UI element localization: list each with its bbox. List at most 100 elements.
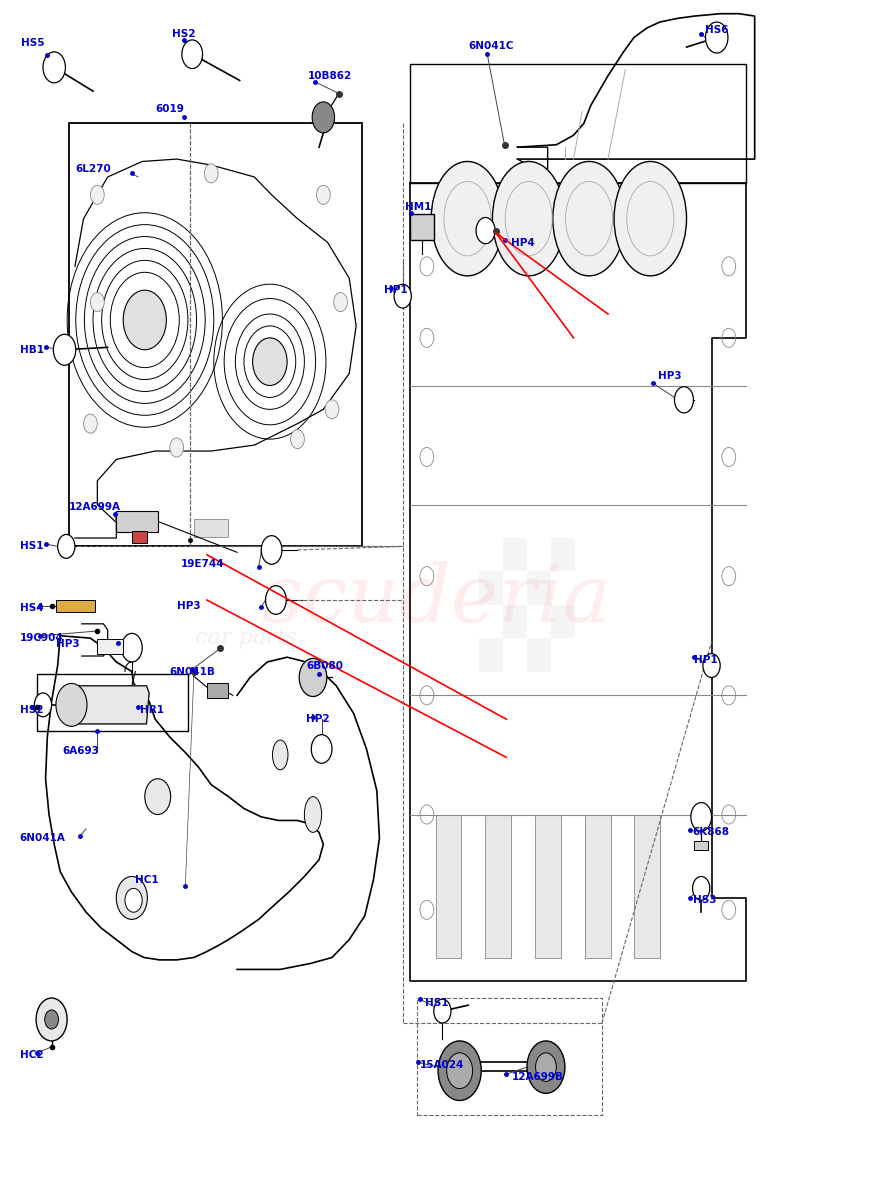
Text: HM1: HM1 [405, 202, 432, 211]
Circle shape [84, 414, 98, 433]
Text: HP1: HP1 [384, 286, 408, 295]
Text: HP3: HP3 [658, 371, 682, 380]
Text: car parts: car parts [195, 628, 297, 649]
Bar [69, 124, 362, 546]
Circle shape [34, 692, 51, 716]
Text: HC2: HC2 [20, 1050, 44, 1061]
Bar [117, 511, 158, 532]
Text: HP3: HP3 [56, 640, 79, 649]
Text: HP3: HP3 [177, 601, 200, 611]
Circle shape [691, 803, 712, 832]
Bar [527, 638, 551, 672]
Circle shape [476, 217, 495, 244]
Circle shape [182, 40, 203, 68]
Text: HS2: HS2 [172, 29, 196, 38]
Circle shape [325, 400, 339, 419]
Bar [98, 640, 123, 654]
Bar [527, 571, 551, 605]
Text: HS1: HS1 [425, 997, 449, 1008]
Text: HP4: HP4 [511, 238, 535, 247]
Text: HS4: HS4 [20, 604, 44, 613]
Circle shape [291, 430, 304, 449]
Bar [479, 638, 503, 672]
Bar [634, 815, 660, 958]
Circle shape [536, 1052, 557, 1081]
Bar [436, 815, 462, 958]
Circle shape [117, 876, 147, 919]
Circle shape [394, 284, 411, 308]
Text: 19E744: 19E744 [181, 559, 225, 569]
Ellipse shape [614, 162, 686, 276]
Text: HR1: HR1 [140, 704, 165, 715]
Circle shape [312, 102, 334, 133]
Circle shape [125, 888, 142, 912]
Circle shape [300, 659, 327, 696]
Text: 6L270: 6L270 [75, 163, 111, 174]
Text: 6019: 6019 [155, 104, 184, 114]
Text: 19C904: 19C904 [20, 634, 64, 643]
Circle shape [447, 1052, 473, 1088]
Bar [479, 571, 503, 605]
Text: HS6: HS6 [705, 25, 728, 35]
Text: 6B080: 6B080 [306, 660, 343, 671]
Text: HS2: HS2 [20, 704, 44, 715]
Text: HS1: HS1 [20, 541, 44, 551]
Circle shape [56, 684, 87, 726]
Bar [194, 518, 228, 536]
Bar [694, 841, 708, 851]
Bar [584, 815, 611, 958]
Circle shape [57, 534, 75, 558]
Bar [132, 530, 147, 542]
Circle shape [527, 1040, 565, 1093]
Circle shape [91, 185, 105, 204]
Bar [535, 815, 561, 958]
Bar [207, 684, 228, 697]
Text: HC1: HC1 [135, 875, 159, 886]
Ellipse shape [553, 162, 625, 276]
Circle shape [43, 52, 65, 83]
Text: 12A699B: 12A699B [511, 1072, 564, 1081]
Circle shape [121, 634, 142, 662]
Bar [551, 538, 575, 571]
Text: 6K868: 6K868 [692, 827, 730, 838]
Circle shape [674, 386, 693, 413]
Text: 15A024: 15A024 [420, 1060, 464, 1069]
Bar [416, 998, 602, 1115]
Circle shape [145, 779, 171, 815]
Circle shape [334, 293, 348, 312]
Text: 10B862: 10B862 [307, 71, 352, 80]
Text: 6N041C: 6N041C [469, 41, 514, 50]
Text: 12A699A: 12A699A [69, 502, 121, 512]
Bar [409, 214, 434, 240]
Circle shape [170, 438, 184, 457]
Circle shape [266, 586, 287, 614]
Circle shape [91, 293, 105, 312]
Bar [503, 605, 527, 638]
Circle shape [205, 164, 218, 182]
Text: 6N041A: 6N041A [20, 833, 65, 844]
Circle shape [692, 876, 710, 900]
Circle shape [53, 335, 76, 365]
Text: HB1: HB1 [20, 344, 44, 355]
Bar [56, 600, 95, 612]
Circle shape [261, 535, 282, 564]
Circle shape [44, 1010, 58, 1030]
Text: 6A693: 6A693 [63, 746, 99, 756]
Circle shape [36, 998, 67, 1040]
Text: scuderia: scuderia [260, 562, 611, 638]
Ellipse shape [431, 162, 503, 276]
Bar [551, 605, 575, 638]
Ellipse shape [492, 162, 565, 276]
Circle shape [253, 338, 287, 385]
Circle shape [123, 290, 166, 349]
Circle shape [703, 654, 720, 678]
Text: HP2: HP2 [306, 714, 330, 724]
Ellipse shape [273, 740, 288, 770]
Bar [484, 815, 510, 958]
Text: HS5: HS5 [22, 38, 45, 48]
Circle shape [311, 734, 332, 763]
Text: HP1: HP1 [694, 654, 718, 665]
Circle shape [706, 22, 728, 53]
Text: 6N041B: 6N041B [170, 666, 216, 677]
Circle shape [316, 185, 330, 204]
